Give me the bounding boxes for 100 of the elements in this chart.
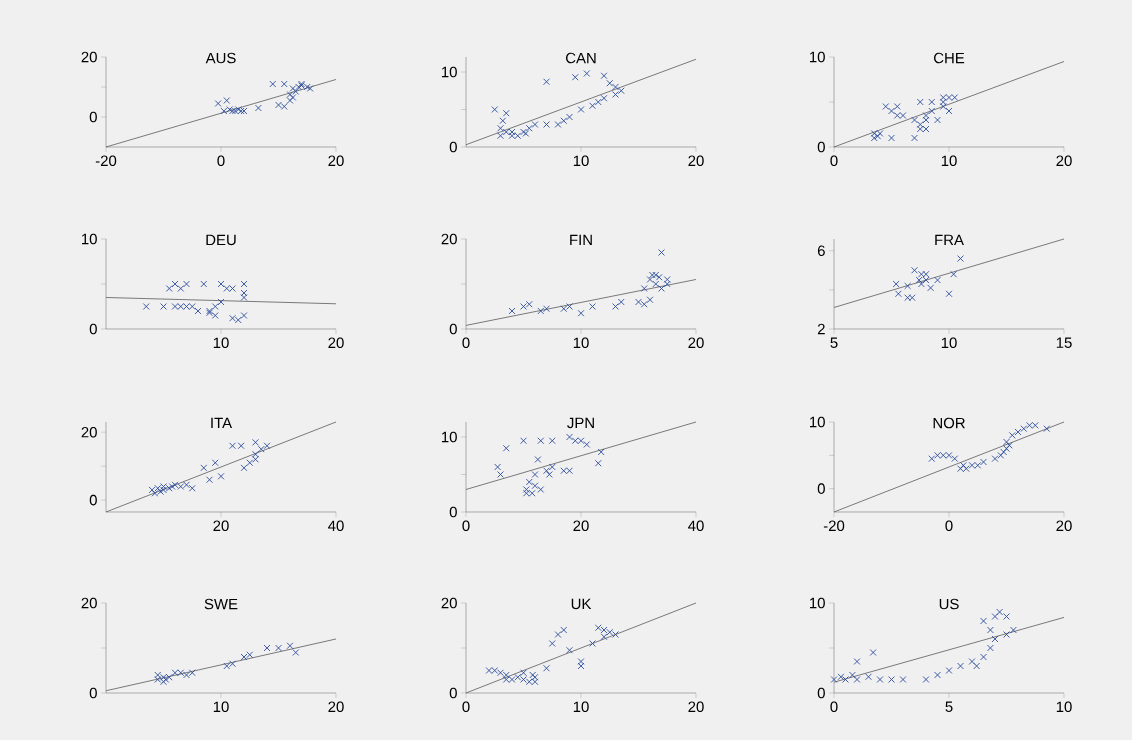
point	[870, 134, 878, 142]
point	[986, 644, 994, 652]
point	[945, 667, 953, 674]
point	[939, 103, 947, 110]
point	[882, 103, 890, 110]
point	[597, 448, 605, 456]
point	[206, 476, 213, 484]
point	[892, 280, 900, 288]
point	[652, 271, 660, 279]
point	[497, 132, 504, 140]
point	[934, 116, 941, 124]
y-tick-label: 0	[449, 323, 457, 335]
point	[594, 459, 602, 467]
point	[502, 109, 510, 117]
point	[1009, 626, 1017, 634]
point	[200, 280, 208, 288]
point	[240, 294, 248, 301]
x-tick-label: 10	[1056, 701, 1072, 713]
point	[600, 633, 608, 641]
point	[240, 312, 248, 319]
chart-title: FIN	[570, 234, 592, 246]
y-tick-label: 0	[449, 141, 457, 153]
point	[554, 631, 562, 638]
point	[520, 437, 527, 445]
point	[600, 72, 608, 80]
y-tick-label: 2	[817, 323, 825, 335]
y-tick-label: 0	[817, 687, 825, 699]
point	[252, 438, 259, 446]
chart-title: SWE	[204, 598, 238, 610]
y-tick-label: 20	[81, 597, 97, 609]
chart-title: AUS	[205, 52, 236, 64]
x-tick-label: 20	[688, 155, 704, 167]
point	[652, 280, 660, 288]
chart-title: CHE	[934, 52, 965, 64]
point	[876, 676, 884, 683]
point	[548, 640, 556, 647]
y-tick-label: 10	[810, 416, 825, 428]
x-tick-label: 40	[328, 520, 344, 532]
x-tick-label: -20	[823, 520, 845, 532]
point	[904, 282, 912, 290]
point	[257, 445, 265, 453]
point	[986, 626, 994, 634]
point	[928, 98, 936, 106]
x-tick-label: 40	[688, 520, 704, 532]
y-tick-label: 20	[441, 233, 457, 245]
point	[531, 471, 539, 478]
point	[911, 134, 918, 142]
point	[522, 130, 530, 137]
point	[874, 132, 882, 140]
x-tick-label: 0	[462, 337, 470, 349]
point	[853, 658, 861, 665]
y-tick-label: 0	[89, 494, 97, 506]
point	[566, 433, 573, 441]
point	[223, 97, 231, 104]
point	[1020, 425, 1028, 433]
point	[617, 298, 625, 306]
point	[922, 112, 930, 119]
point	[211, 459, 219, 467]
point	[916, 121, 924, 128]
point	[1008, 431, 1016, 439]
x-tick-label: 0	[830, 155, 838, 167]
point	[594, 98, 602, 106]
y-tick-label: 6	[817, 245, 825, 257]
point	[545, 471, 553, 478]
point	[577, 106, 585, 113]
point	[612, 83, 619, 91]
point	[980, 458, 987, 466]
x-tick-label: 10	[213, 337, 229, 349]
point	[888, 107, 895, 115]
point	[939, 98, 947, 106]
y-tick-label: 20	[81, 51, 97, 63]
point	[1003, 445, 1010, 453]
point	[286, 642, 294, 650]
point	[537, 437, 545, 445]
x-tick-label: 15	[1056, 337, 1072, 348]
chart-title: CAN	[566, 52, 596, 64]
x-tick-label: -20	[95, 155, 117, 167]
point	[1005, 441, 1013, 449]
point	[853, 676, 861, 683]
point	[520, 128, 527, 136]
point	[1043, 425, 1051, 433]
y-tick-label: 0	[449, 506, 457, 518]
point	[254, 104, 262, 112]
y-tick-label: 20	[81, 426, 97, 438]
point	[865, 673, 872, 681]
point	[286, 97, 294, 104]
x-tick-label: 10	[213, 701, 229, 713]
point	[893, 103, 901, 110]
point	[899, 676, 907, 683]
point	[502, 444, 510, 452]
point	[934, 276, 941, 284]
point	[577, 309, 585, 317]
x-tick-label: 20	[573, 520, 589, 532]
point	[916, 98, 924, 106]
x-tick-label: 5	[945, 701, 953, 712]
chart-title: UK	[571, 598, 592, 610]
x-tick-label: 0	[462, 701, 470, 713]
point	[548, 463, 556, 471]
point	[980, 617, 987, 625]
y-tick-label: 0	[89, 323, 97, 335]
